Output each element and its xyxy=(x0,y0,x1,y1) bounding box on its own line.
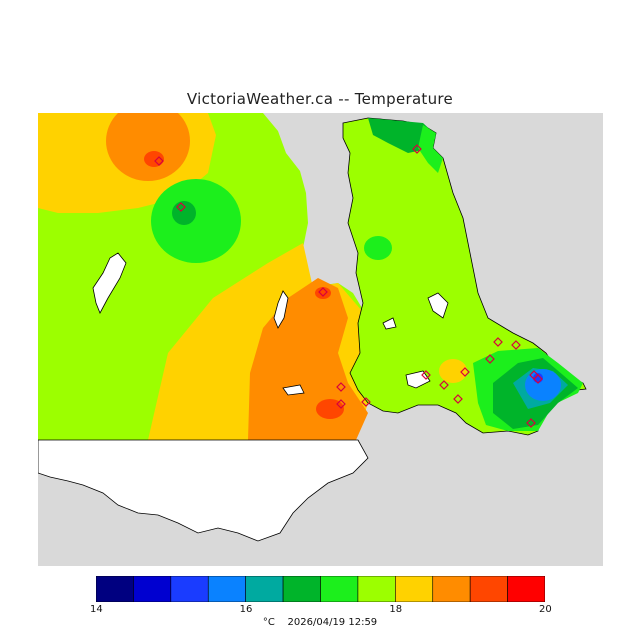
legend-swatch xyxy=(320,575,359,603)
mainland-temperature-field xyxy=(38,113,378,440)
station-marker xyxy=(439,380,449,390)
color-legend xyxy=(95,575,546,603)
station-marker xyxy=(453,394,463,404)
station-marker xyxy=(526,418,536,428)
legend-swatch xyxy=(170,575,209,603)
unit-label: °C xyxy=(262,617,275,628)
station-marker xyxy=(154,156,164,166)
station-marker xyxy=(511,340,521,350)
station-marker xyxy=(318,287,328,297)
station-marker xyxy=(493,337,503,347)
legend-swatch xyxy=(133,575,172,603)
legend-swatch xyxy=(469,575,508,603)
legend-swatch xyxy=(95,575,134,603)
legend-swatch xyxy=(207,575,246,603)
legend-swatch xyxy=(357,575,396,603)
legend-swatch xyxy=(245,575,284,603)
peninsula-temperature-field xyxy=(342,117,587,436)
cool-region-west xyxy=(151,179,241,263)
legend-swatch xyxy=(395,575,434,603)
station-marker xyxy=(361,397,371,407)
station-marker xyxy=(460,367,470,377)
station-marker xyxy=(336,399,346,409)
legend-swatch xyxy=(507,575,546,603)
timestamp: 2026/04/19 12:59 xyxy=(287,617,378,628)
station-markers[interactable] xyxy=(154,144,543,428)
station-marker xyxy=(533,374,543,384)
islands xyxy=(92,252,449,396)
temperature-map[interactable] xyxy=(38,113,603,566)
legend-tick-label: 20 xyxy=(539,604,552,615)
legend-swatch xyxy=(282,575,321,603)
legend-tick-label: 16 xyxy=(239,604,253,615)
legend-tick-label: 18 xyxy=(389,604,403,615)
station-marker xyxy=(485,354,495,364)
station-marker xyxy=(176,202,186,212)
map-title: VictoriaWeather.ca -- Temperature xyxy=(186,90,454,108)
legend-swatch xyxy=(432,575,471,603)
legend-tick-label: 14 xyxy=(90,604,103,615)
station-marker xyxy=(336,382,346,392)
no-data-land-south xyxy=(38,439,369,542)
station-marker xyxy=(412,144,422,154)
station-marker xyxy=(421,370,431,380)
warm-core-north xyxy=(106,113,190,181)
map-footer: °C 2026/04/19 12:59 xyxy=(0,617,640,628)
